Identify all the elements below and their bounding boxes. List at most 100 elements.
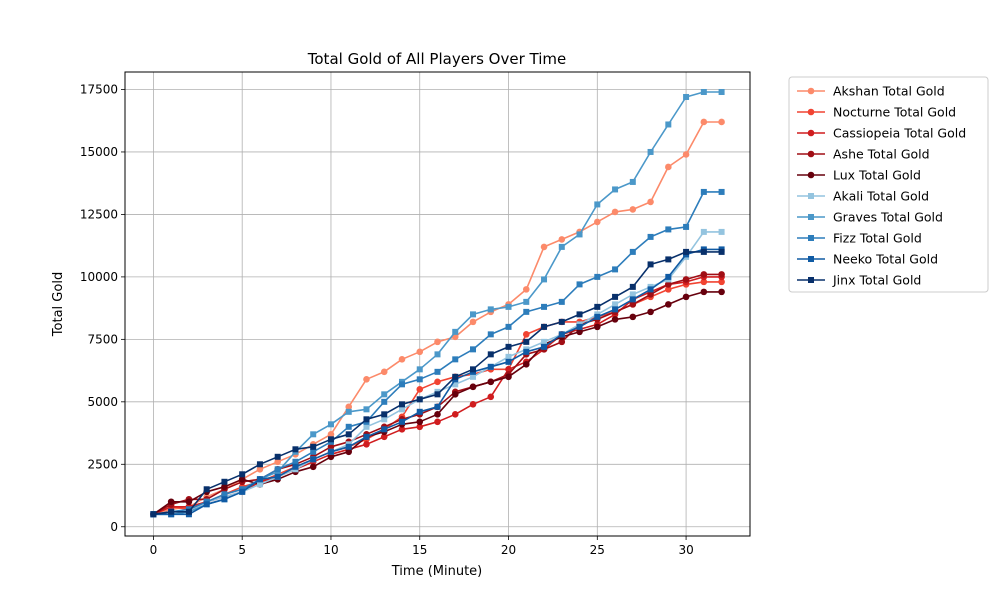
data-point [665, 163, 672, 171]
data-point [505, 303, 512, 310]
data-point [718, 288, 725, 296]
data-point [629, 291, 636, 298]
data-point [718, 248, 725, 255]
data-point [310, 456, 317, 463]
legend-marker [808, 256, 814, 262]
data-point [327, 436, 334, 443]
data-point [416, 366, 423, 373]
legend-entry: Neeko Total Gold [797, 252, 938, 267]
data-point [434, 338, 441, 346]
legend-marker [807, 129, 815, 137]
data-point [523, 308, 530, 315]
data-point [594, 313, 601, 320]
data-point [381, 426, 388, 433]
data-point [239, 471, 246, 478]
data-point [292, 446, 299, 453]
data-point [558, 318, 565, 325]
data-point [576, 323, 583, 330]
data-point [682, 276, 690, 283]
data-point [594, 218, 601, 226]
y-tick-label: 12500 [80, 207, 118, 221]
data-point [718, 278, 725, 286]
legend-frame [788, 76, 989, 293]
data-point [363, 433, 370, 440]
data-point [150, 511, 157, 518]
data-point [416, 408, 423, 415]
data-point [451, 391, 459, 398]
data-point [612, 293, 619, 300]
data-point [611, 208, 619, 216]
data-point [612, 186, 619, 193]
data-point [469, 401, 477, 408]
x-tick-label: 15 [412, 543, 427, 557]
data-point [398, 401, 405, 408]
data-point [363, 440, 370, 448]
data-point [434, 418, 441, 426]
data-point [647, 261, 654, 268]
data-point [469, 318, 477, 326]
series-jinx-total-gold [150, 248, 725, 518]
data-point [594, 273, 601, 280]
legend-entry: Lux Total Gold [797, 168, 921, 183]
data-point [505, 323, 512, 330]
y-tick-label: 7500 [87, 332, 118, 346]
data-point [292, 458, 299, 465]
data-point [682, 293, 690, 301]
data-point [345, 423, 352, 430]
data-point [416, 386, 424, 393]
data-point [541, 276, 548, 283]
data-point [274, 458, 281, 466]
x-axis-label: Time (Minute) [391, 564, 483, 579]
data-point [327, 431, 335, 438]
data-point [523, 298, 530, 305]
y-axis-ticks: 0 2500 5000 7500 10000 12500 15000 17500 [80, 82, 125, 534]
data-point [487, 363, 494, 370]
data-point [541, 343, 548, 350]
data-point [470, 373, 477, 380]
legend-marker [807, 171, 815, 179]
data-point [540, 243, 548, 251]
data-point [594, 303, 601, 310]
data-point [647, 233, 654, 240]
data-point [309, 463, 317, 471]
data-point [647, 148, 654, 155]
legend-label: Fizz Total Gold [833, 231, 922, 246]
data-point [487, 393, 495, 401]
data-point [629, 248, 636, 255]
legend-marker [808, 214, 814, 220]
data-point [434, 368, 441, 375]
data-point [629, 313, 637, 321]
data-point [398, 381, 405, 388]
data-point [700, 248, 707, 255]
data-point [594, 201, 601, 208]
data-point [203, 501, 210, 508]
data-point [256, 461, 263, 468]
data-point [612, 301, 619, 308]
data-point [256, 481, 263, 488]
data-point [203, 486, 210, 493]
data-point [576, 311, 583, 318]
data-point [700, 288, 708, 296]
data-point [274, 466, 281, 473]
data-point [665, 121, 672, 128]
legend-marker [807, 150, 815, 158]
data-point [594, 323, 601, 331]
data-point [665, 286, 672, 293]
data-point [256, 465, 264, 473]
data-point [434, 411, 441, 418]
data-point [470, 311, 477, 318]
x-tick-label: 20 [501, 543, 516, 557]
data-point [398, 356, 406, 363]
data-point [452, 328, 459, 335]
legend-marker [807, 108, 815, 116]
data-point [256, 476, 263, 483]
data-point [522, 361, 530, 368]
plot-frame [124, 71, 751, 537]
legend-entry: Ashe Total Gold [797, 147, 930, 162]
data-point [380, 433, 388, 441]
y-tick-label: 5000 [87, 395, 118, 409]
data-point [683, 93, 690, 100]
legend-entry: Akshan Total Gold [797, 84, 945, 99]
data-point [541, 338, 548, 345]
